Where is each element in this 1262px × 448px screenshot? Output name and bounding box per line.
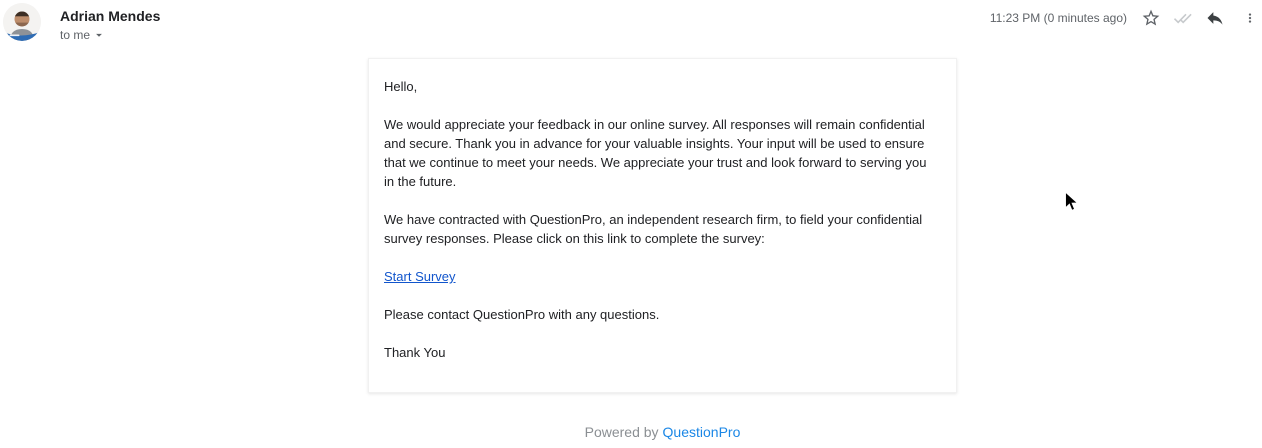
sender-block: Adrian Mendes to me <box>60 8 160 44</box>
questionpro-link[interactable]: QuestionPro <box>662 424 741 440</box>
closing-text: Thank You <box>384 345 446 360</box>
more-options-button[interactable] <box>1243 6 1257 30</box>
mouse-cursor <box>1065 191 1079 211</box>
avatar-photo <box>3 3 41 41</box>
star-button[interactable] <box>1139 6 1163 30</box>
paragraph-feedback: We would appreciate your feedback in our… <box>384 117 927 189</box>
timestamp: 11:23 PM (0 minutes ago) <box>989 11 1127 25</box>
recipient-details-toggle[interactable]: to me <box>60 28 106 42</box>
greeting-text: Hello, <box>384 79 418 94</box>
avatar[interactable] <box>3 3 41 41</box>
paragraph-contracted: We have contracted with QuestionPro, an … <box>384 212 923 246</box>
double-check-button[interactable] <box>1171 6 1195 30</box>
paragraph-contact: Please contact QuestionPro with any ques… <box>384 307 660 322</box>
sender-name: Adrian Mendes <box>60 8 161 24</box>
recipient-label: to me <box>60 28 91 42</box>
powered-by-text: Powered by <box>584 424 659 440</box>
email-body-card: Hello, We would appreciate your feedback… <box>368 58 957 393</box>
start-survey-link[interactable]: Start Survey <box>384 269 456 284</box>
email-header-actions: 11:23 PM (0 minutes ago) <box>990 0 1262 36</box>
star-icon <box>1142 9 1160 26</box>
reply-icon <box>1207 12 1223 25</box>
reply-button[interactable] <box>1203 6 1227 30</box>
double-check-icon <box>1173 13 1192 24</box>
link-row: Start Survey <box>384 267 940 286</box>
chevron-down-icon <box>96 33 102 37</box>
more-vert-icon <box>1248 13 1252 23</box>
powered-by-footer: Powered by QuestionPro <box>368 424 957 440</box>
